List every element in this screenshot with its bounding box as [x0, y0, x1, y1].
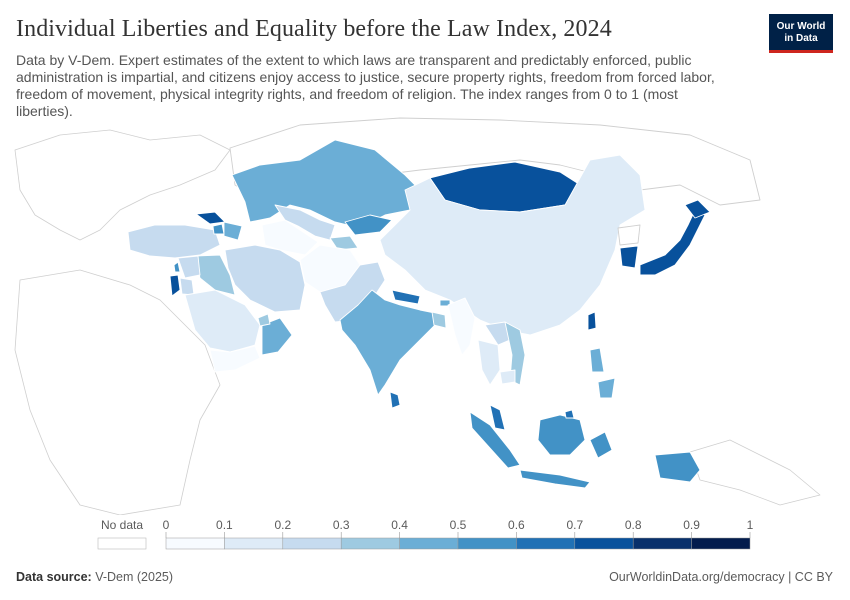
country-syria — [177, 255, 201, 279]
country-saudi-arabia — [184, 289, 261, 353]
color-legend: No data 0 0.1 0.2 0.3 0.4 0.5 0.6 0.7 0.8 0.9 1 — [97, 518, 754, 550]
country-israel — [169, 274, 181, 297]
country-uae — [257, 313, 271, 327]
legend-tick-label: 0.6 — [508, 518, 525, 532]
country-armenia — [212, 223, 225, 235]
legend-bin-9[interactable] — [691, 537, 751, 550]
legend-bin-3[interactable] — [340, 537, 400, 550]
legend-bin-0[interactable] — [165, 537, 225, 550]
source-value[interactable]: V-Dem (2025) — [95, 570, 174, 584]
country-kyrgyzstan — [344, 214, 393, 236]
country-malaysia — [489, 404, 506, 431]
country-bangladesh — [431, 311, 447, 329]
country-iran — [224, 244, 306, 313]
country-thailand — [477, 339, 501, 386]
country-yemen — [209, 345, 261, 373]
chart-title: Individual Liberties and Equality before… — [16, 16, 612, 42]
country-taiwan — [587, 311, 597, 331]
logo-line-1: Our World — [776, 21, 826, 32]
legend-bin-1[interactable] — [224, 537, 284, 550]
chart-subtitle: Data by V-Dem. Expert estimates of the e… — [16, 52, 715, 119]
source-label: Data source: — [16, 570, 92, 584]
legend-tick-label: 0.4 — [391, 518, 408, 532]
legend-bin-2[interactable] — [282, 537, 342, 550]
legend-bin-4[interactable] — [399, 537, 459, 550]
country-tajikistan — [329, 235, 359, 251]
legend-tick-label: 0.3 — [333, 518, 350, 532]
country-turkey — [127, 224, 221, 259]
country-turkmenistan — [261, 219, 319, 256]
country-indonesia-papua — [654, 451, 701, 483]
country-vietnam — [504, 321, 526, 386]
legend-tick-label: 1 — [747, 518, 754, 532]
country-myanmar — [447, 297, 476, 356]
country-lebanon — [173, 261, 181, 273]
country-nepal — [391, 289, 421, 305]
country-indonesia-sumatra — [469, 411, 521, 469]
country-philippines-south — [597, 377, 616, 399]
legend-bin-6[interactable] — [516, 537, 576, 550]
country-georgia — [195, 211, 226, 225]
country-pakistan — [319, 261, 386, 323]
country-japan — [639, 209, 706, 276]
choropleth-map[interactable] — [0, 115, 850, 515]
legend-tick-label: 0.9 — [683, 518, 700, 532]
country-oman — [261, 317, 293, 356]
country-cambodia — [499, 369, 516, 385]
legend-tick-label: 0.5 — [450, 518, 467, 532]
country-sri-lanka — [389, 391, 401, 409]
country-japan-hokkaido — [684, 199, 711, 219]
data-source: Data source: V-Dem (2025) — [16, 570, 173, 584]
country-china — [379, 154, 646, 336]
country-philippines — [589, 347, 605, 373]
legend-tick-label: 0.1 — [216, 518, 233, 532]
country-indonesia-java — [519, 469, 591, 489]
logo-line-2: in Data — [784, 33, 818, 44]
country-iraq — [194, 254, 236, 296]
country-india — [339, 289, 446, 396]
country-indonesia-borneo — [537, 414, 586, 456]
legend-bin-7[interactable] — [574, 537, 634, 550]
country-uzbekistan — [274, 204, 336, 241]
region-png — [689, 439, 821, 506]
country-korea-north — [617, 224, 641, 246]
region-africa — [14, 269, 221, 515]
legend-tick-label: 0.7 — [566, 518, 583, 532]
country-indonesia-sulawesi — [589, 431, 613, 459]
no-data-label: No data — [101, 518, 143, 532]
legend-bin-8[interactable] — [632, 537, 692, 550]
footer-url[interactable]: OurWorldinData.org/democracy | CC BY — [609, 570, 833, 584]
owid-logo[interactable]: Our World in Data — [769, 14, 833, 53]
country-jordan — [179, 277, 195, 296]
country-azerbaijan — [223, 221, 243, 241]
country-brunei — [564, 409, 575, 419]
legend-bin-5[interactable] — [457, 537, 517, 550]
region-europe — [14, 129, 231, 241]
legend-tick-label: 0.8 — [625, 518, 642, 532]
legend-tick-label: 0.2 — [274, 518, 291, 532]
legend-tick-label: 0 — [163, 518, 170, 532]
no-data-swatch — [97, 537, 147, 550]
country-korea-south — [619, 245, 639, 269]
